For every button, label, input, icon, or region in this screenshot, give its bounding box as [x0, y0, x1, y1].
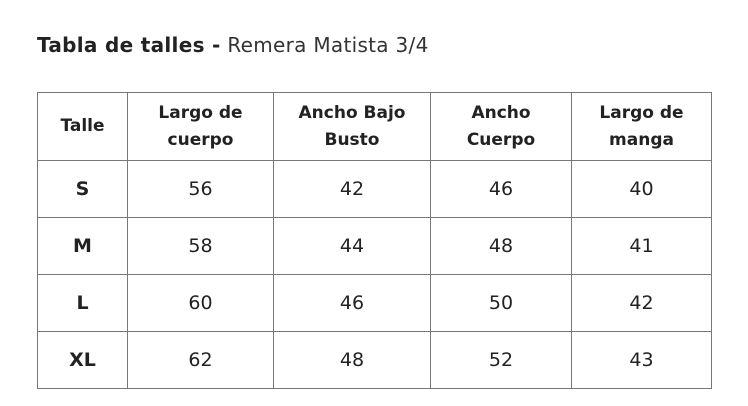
measure-cell: 48	[273, 331, 431, 389]
measure-cell: 60	[127, 274, 274, 332]
measure-cell: 56	[127, 160, 274, 218]
measure-cell: 43	[571, 331, 712, 389]
header-line: manga	[609, 129, 674, 150]
header-line: Largo de	[158, 102, 243, 123]
measure-cell: 48	[430, 217, 572, 275]
column-header: Ancho Bajo Busto	[273, 92, 431, 161]
title-rest: Remera Matista 3/4	[227, 33, 429, 57]
measure-cell: 58	[127, 217, 274, 275]
size-row: XL 62 48 52 43	[37, 331, 712, 389]
header-line: Ancho	[471, 102, 531, 123]
measure-cell: 44	[273, 217, 431, 275]
column-header: Largo de cuerpo	[127, 92, 274, 161]
size-label: L	[37, 274, 128, 332]
measure-cell: 46	[273, 274, 431, 332]
measure-cell: 52	[430, 331, 572, 389]
size-label: M	[37, 217, 128, 275]
header-line: Largo de	[599, 102, 684, 123]
measure-cell: 62	[127, 331, 274, 389]
column-header: Ancho Cuerpo	[430, 92, 572, 161]
header-line: Talle	[60, 116, 105, 136]
header-line: Cuerpo	[466, 129, 536, 150]
measure-cell: 41	[571, 217, 712, 275]
header-line: Ancho Bajo	[298, 102, 406, 123]
measure-cell: 46	[430, 160, 572, 218]
title-bold: Tabla de talles -	[37, 33, 221, 57]
title: Tabla de talles - Remera Matista 3/4	[37, 33, 429, 57]
size-label: S	[37, 160, 128, 218]
header-row: Talle Largo de cuerpo Ancho Bajo Busto Ancho C…	[37, 92, 712, 161]
header-line: cuerpo	[167, 129, 234, 150]
size-row: S 56 42 46 40	[37, 160, 712, 218]
measure-cell: 50	[430, 274, 572, 332]
size-table: Talle Largo de cuerpo Ancho Bajo Busto Ancho C…	[37, 92, 712, 389]
column-header: Talle	[37, 92, 128, 161]
size-label: XL	[37, 331, 128, 389]
size-row: L 60 46 50 42	[37, 274, 712, 332]
table-body: S 56 42 46 40 M 58 44 48 41 L 60 46 50 42 XL 62 48 52 43	[37, 160, 712, 389]
measure-cell: 42	[273, 160, 431, 218]
column-header: Largo de manga	[571, 92, 712, 161]
header-line: Busto	[324, 129, 380, 150]
measure-cell: 42	[571, 274, 712, 332]
measure-cell: 40	[571, 160, 712, 218]
size-row: M 58 44 48 41	[37, 217, 712, 275]
